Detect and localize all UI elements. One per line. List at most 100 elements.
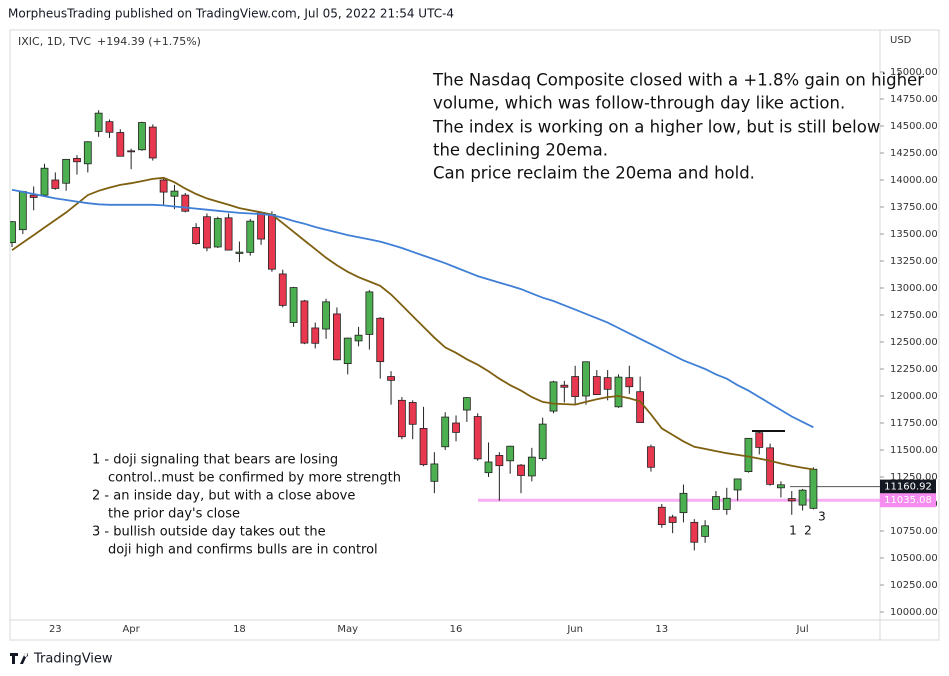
- frame: [9, 29, 940, 641]
- currency: USD: [890, 35, 912, 46]
- candle-body: [657, 506, 666, 526]
- y-tick-label: 15000.00: [890, 67, 938, 78]
- candle-body: [733, 478, 742, 491]
- candle-body: [571, 376, 580, 397]
- plot: [10, 110, 880, 551]
- change: +194.39 (+1.75%): [97, 35, 201, 48]
- publish-header: MorpheusTrading published on TradingView…: [8, 7, 454, 21]
- candle-body: [289, 287, 298, 323]
- candle-body: [278, 273, 287, 306]
- y-tick-label: 11250.00: [890, 472, 938, 483]
- candle-body: [62, 158, 71, 184]
- candle-body: [213, 218, 222, 248]
- candle-body: [647, 446, 655, 468]
- x-tick-label: 13: [655, 624, 668, 635]
- candle-body: [625, 377, 634, 388]
- candle-body: [614, 376, 623, 408]
- commentary-line: The index is working on a higher low, bu…: [432, 118, 880, 137]
- note-line: doji high and confirms bulls are in cont…: [108, 543, 378, 558]
- y-tick-label: 12500.00: [890, 337, 938, 348]
- note-line: 3 - bullish outside day takes out the: [92, 525, 326, 540]
- y-tick-label: 13250.00: [890, 256, 938, 267]
- candle-body: [408, 402, 417, 425]
- y-tick-label: 14500.00: [890, 121, 938, 132]
- candle-body: [268, 214, 276, 270]
- candle-body: [246, 220, 255, 253]
- candle-body: [462, 397, 471, 411]
- candle-body: [506, 445, 515, 462]
- marker: 1: [789, 524, 797, 538]
- x-tick-label: 16: [450, 624, 463, 635]
- price-label: 11035.08: [884, 495, 932, 506]
- candle-body: [679, 492, 688, 514]
- candle-body: [40, 167, 49, 196]
- y-tick-label: 12000.00: [890, 391, 938, 402]
- x-tick-label: 18: [233, 624, 246, 635]
- candle-body: [452, 422, 460, 433]
- candle-body: [690, 521, 699, 543]
- commentary-line: the declining 20ema.: [433, 141, 608, 160]
- candle-body: [18, 191, 27, 231]
- y-tick-label: 10000.00: [890, 607, 938, 618]
- moving-average: [11, 188, 814, 429]
- candle-body: [560, 384, 569, 388]
- candle-body: [722, 497, 731, 510]
- candle-body: [300, 300, 309, 344]
- candle-body: [419, 427, 428, 466]
- footer-brand: TradingView: [33, 652, 113, 667]
- candle-body: [322, 301, 330, 330]
- y-tick-label: 10250.00: [890, 580, 938, 591]
- candle-body: [148, 126, 157, 159]
- candle-body: [235, 251, 244, 254]
- candle-body: [473, 416, 482, 460]
- candle-body: [582, 361, 590, 397]
- candle-body: [430, 463, 439, 482]
- note-line: control..must be confirmed by more stren…: [108, 471, 401, 486]
- y-tick-label: 11750.00: [890, 418, 938, 429]
- candle-body: [94, 112, 103, 132]
- candle-body: [83, 141, 92, 165]
- marker: 2: [804, 524, 812, 538]
- candle-body: [517, 464, 525, 476]
- candle-body: [484, 461, 493, 474]
- candle-body: [354, 334, 363, 342]
- y-tick-label: 10750.00: [890, 526, 938, 537]
- logo: [10, 653, 29, 664]
- candle-body: [787, 498, 796, 502]
- candle-body: [10, 221, 16, 244]
- candle-body: [668, 516, 677, 523]
- candle-body: [397, 399, 406, 438]
- marker: 3: [818, 510, 826, 524]
- candle-body: [116, 132, 125, 157]
- candle-body: [365, 291, 374, 335]
- y-tick-label: 13000.00: [890, 283, 938, 294]
- candle-body: [51, 179, 60, 189]
- commentary-line: The Nasdaq Composite closed with a +1.8%…: [432, 71, 924, 90]
- note-line: 2 - an inside day, but with a close abov…: [92, 489, 355, 504]
- y-tick-label: 14250.00: [890, 148, 938, 159]
- candle-body: [527, 456, 536, 477]
- y-tick-label: 14000.00: [890, 175, 938, 186]
- note-line: the prior day's close: [108, 507, 240, 522]
- y-tick-label: 13500.00: [890, 229, 938, 240]
- moving-average: [11, 176, 814, 471]
- candle-body: [549, 381, 558, 412]
- y-tick-label: 14750.00: [890, 94, 938, 105]
- x-tick-label: Jul: [796, 624, 809, 635]
- candle-body: [332, 313, 341, 361]
- candle-body: [159, 179, 168, 193]
- y-tick-label: 11500.00: [890, 445, 938, 456]
- candle-body: [203, 216, 211, 249]
- candle-body: [798, 489, 807, 506]
- note-line: 1 - doji signaling that bears are losing: [92, 453, 338, 468]
- candle-body: [701, 525, 710, 537]
- y-tick-label: 12750.00: [890, 310, 938, 321]
- candle-body: [138, 122, 146, 151]
- candle-body: [73, 157, 81, 163]
- x-tick-label: 23: [49, 624, 62, 635]
- candle-body: [170, 190, 179, 197]
- candle-body: [712, 496, 720, 510]
- candle-body: [29, 194, 38, 198]
